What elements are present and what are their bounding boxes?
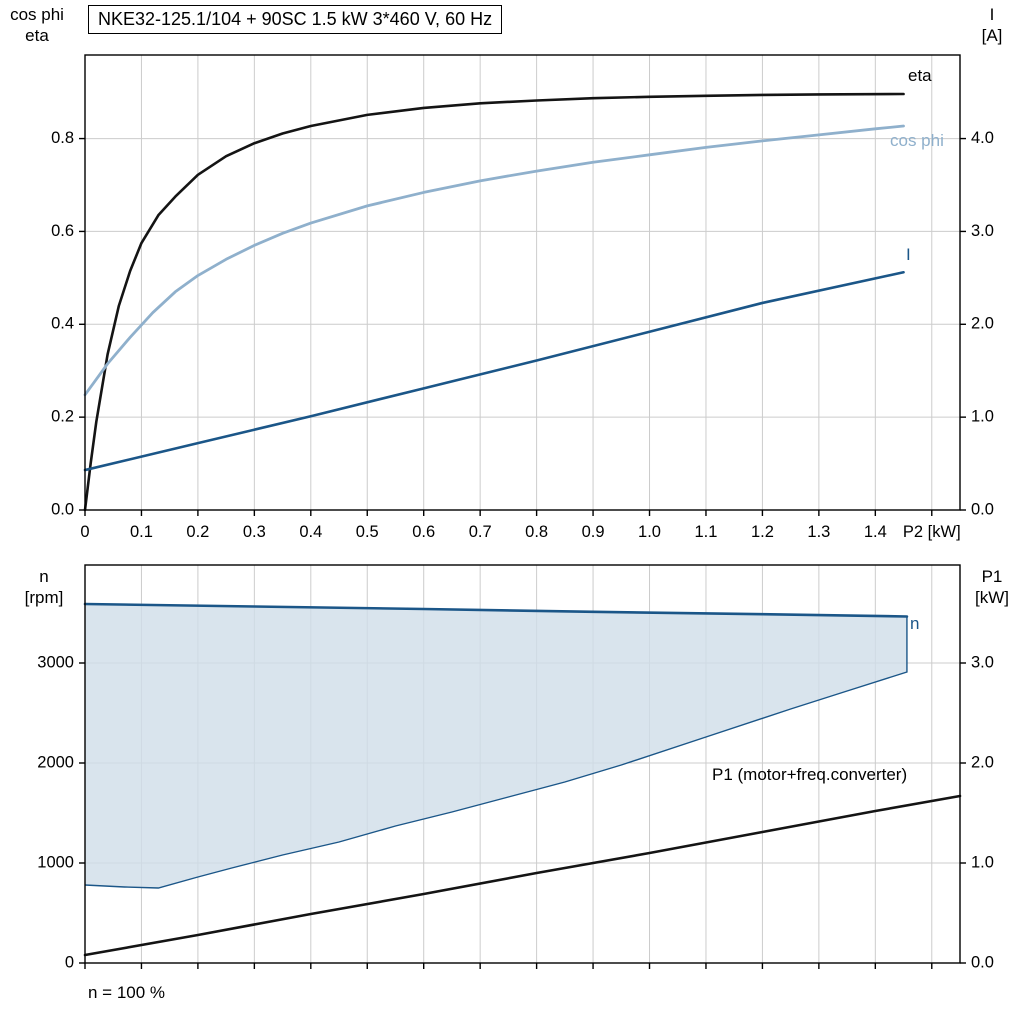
footnote-n-100: n = 100 % [88,983,166,1002]
svg-text:3000: 3000 [37,653,74,671]
svg-text:1.0: 1.0 [971,853,994,871]
svg-text:0.0: 0.0 [971,500,994,518]
svg-text:0.4: 0.4 [299,523,322,541]
svg-text:P2 [kW]: P2 [kW] [903,523,961,541]
svg-text:0.7: 0.7 [469,523,492,541]
chart-title: NKE32-125.1/104 + 90SC 1.5 kW 3*460 V, 6… [98,9,493,29]
curve-label-p1: P1 (motor+freq.converter) [712,765,908,784]
svg-text:0.1: 0.1 [130,523,153,541]
axis-label-current-unit: [A] [981,26,1003,46]
svg-text:0.6: 0.6 [412,523,435,541]
curve-label-eta: eta [908,66,932,85]
svg-text:0.6: 0.6 [51,222,74,240]
axis-label-speed: n [39,567,49,586]
axis-label-current: I [989,5,995,24]
svg-text:0.5: 0.5 [356,523,379,541]
axis-label-top-left: cos phi eta [4,4,70,47]
axis-label-speed-unit: [rpm] [24,588,64,608]
svg-text:0.4: 0.4 [51,315,74,333]
axis-label-p1: P1 [981,567,1003,586]
axis-label-p1-unit: [kW] [975,588,1009,608]
svg-text:0.9: 0.9 [582,523,605,541]
curve-label-cos-phi: cos phi [890,131,944,150]
axis-label-cosphi: cos phi [10,5,64,24]
svg-text:0.0: 0.0 [51,500,74,518]
svg-text:1.3: 1.3 [807,523,830,541]
svg-text:0: 0 [65,953,74,971]
svg-text:4.0: 4.0 [971,129,994,147]
curve-label-speed: n [910,614,920,633]
svg-text:0.8: 0.8 [51,129,74,147]
svg-text:3.0: 3.0 [971,653,994,671]
curve-label-current: I [906,245,911,264]
svg-text:1.2: 1.2 [751,523,774,541]
svg-text:2.0: 2.0 [971,753,994,771]
svg-text:1.1: 1.1 [694,523,717,541]
svg-text:1.0: 1.0 [971,408,994,426]
axis-label-top-right: I [A] [966,4,1018,47]
svg-text:2000: 2000 [37,753,74,771]
svg-text:0.2: 0.2 [51,408,74,426]
svg-text:3.0: 3.0 [971,222,994,240]
svg-text:1.4: 1.4 [864,523,887,541]
svg-text:0.3: 0.3 [243,523,266,541]
svg-text:0: 0 [80,523,89,541]
svg-text:0.8: 0.8 [525,523,548,541]
axis-label-eta: eta [25,26,49,46]
svg-text:1.0: 1.0 [638,523,661,541]
axis-label-bottom-right: P1 [kW] [964,566,1020,609]
svg-text:0.0: 0.0 [971,953,994,971]
axis-label-bottom-left: n [rpm] [12,566,76,609]
chart-title-box: NKE32-125.1/104 + 90SC 1.5 kW 3*460 V, 6… [88,5,503,34]
svg-text:2.0: 2.0 [971,315,994,333]
svg-text:0.2: 0.2 [186,523,209,541]
svg-text:1000: 1000 [37,853,74,871]
